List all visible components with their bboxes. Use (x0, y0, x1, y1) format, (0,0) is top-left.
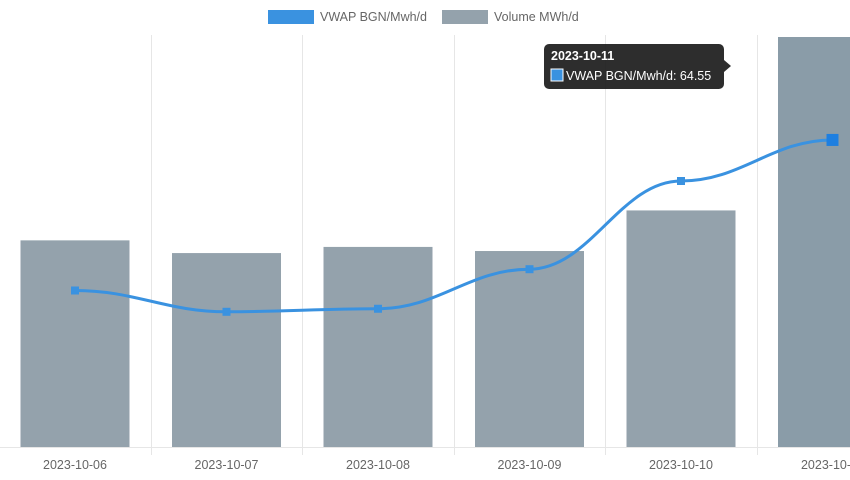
volume-bar[interactable] (20, 240, 130, 447)
vwap-point[interactable] (677, 177, 685, 185)
x-tick-label: 2023-10-10 (649, 458, 713, 472)
tooltip-caret (724, 60, 731, 72)
vwap-line (74, 138, 833, 314)
vwap-point[interactable] (71, 286, 79, 295)
tooltip-title: 2023-10-11 (551, 49, 614, 63)
legend-item-vwap[interactable]: VWAP BGN/Mwh/d (268, 10, 427, 24)
x-tick-label: 2023-10-09 (498, 458, 562, 472)
tooltip-swatch (550, 68, 564, 82)
legend: VWAP BGN/Mwh/d Volume MWh/d (268, 10, 579, 24)
volume-bar[interactable] (323, 246, 433, 447)
volume-bar[interactable] (475, 251, 584, 447)
tooltip: 2023-10-11 VWAP BGN/Mwh/d: 64.55 (544, 44, 731, 89)
legend-label-volume: Volume MWh/d (494, 10, 579, 24)
x-tick-label: 2023-10-06 (43, 458, 107, 472)
x-tick-label: 2023-10-08 (346, 458, 410, 472)
vwap-points (71, 133, 839, 316)
legend-label-vwap: VWAP BGN/Mwh/d (320, 10, 427, 24)
grid-lines (0, 35, 850, 455)
volume-bar[interactable] (778, 37, 850, 447)
volume-bar[interactable] (626, 210, 736, 447)
volume-bar[interactable] (172, 253, 281, 447)
vwap-point[interactable] (525, 265, 534, 274)
x-axis-ticks: 2023-10-06 2023-10-07 2023-10-08 2023-10-09… (43, 458, 850, 472)
vwap-point[interactable] (826, 133, 839, 146)
legend-swatch-volume (442, 10, 488, 24)
x-tick-label: 2023-10-07 (195, 458, 259, 472)
legend-item-volume[interactable]: Volume MWh/d (442, 10, 579, 24)
tooltip-label: VWAP BGN/Mwh/d: 64.55 (566, 69, 711, 83)
volume-bars (20, 37, 850, 447)
legend-swatch-vwap (268, 10, 314, 24)
vwap-point[interactable] (374, 304, 382, 313)
vwap-line-series (74, 138, 833, 314)
x-tick-label: 2023-10-11 (801, 458, 850, 472)
vwap-point[interactable] (222, 307, 231, 316)
tooltip-box (544, 44, 724, 89)
